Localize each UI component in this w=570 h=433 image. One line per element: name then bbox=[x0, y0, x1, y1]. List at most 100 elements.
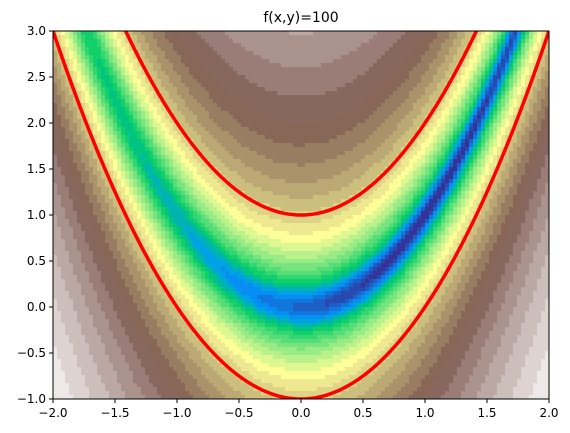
heatmap-cell bbox=[125, 123, 130, 128]
heatmap-cell bbox=[153, 107, 158, 112]
heatmap-cell bbox=[301, 95, 306, 100]
heatmap-cell bbox=[305, 107, 310, 112]
heatmap-cell bbox=[477, 63, 482, 68]
heatmap-cell bbox=[393, 167, 398, 172]
heatmap-cell bbox=[193, 139, 198, 144]
heatmap-cell bbox=[377, 183, 382, 188]
heatmap-cell bbox=[529, 95, 534, 100]
heatmap-cell bbox=[137, 35, 142, 40]
heatmap-cell bbox=[269, 55, 274, 60]
heatmap-cell bbox=[349, 187, 354, 192]
heatmap-cell bbox=[501, 87, 506, 92]
heatmap-cell bbox=[193, 95, 198, 100]
heatmap-cell bbox=[413, 187, 418, 192]
heatmap-cell bbox=[85, 143, 90, 148]
heatmap-cell bbox=[141, 131, 146, 136]
heatmap-cell bbox=[157, 75, 162, 80]
heatmap-cell bbox=[381, 167, 386, 172]
heatmap-cell bbox=[213, 163, 218, 168]
heatmap-cell bbox=[189, 83, 194, 88]
heatmap-cell bbox=[345, 55, 350, 60]
heatmap-cell bbox=[517, 43, 522, 48]
heatmap-cell bbox=[109, 31, 114, 36]
heatmap-cell bbox=[325, 31, 330, 36]
heatmap-cell bbox=[545, 43, 549, 48]
heatmap-cell bbox=[101, 59, 106, 64]
heatmap-cell bbox=[309, 75, 314, 80]
heatmap-cell bbox=[61, 91, 66, 96]
heatmap-cell bbox=[157, 35, 162, 40]
heatmap-cell bbox=[357, 107, 362, 112]
heatmap-cell bbox=[69, 123, 74, 128]
heatmap-cell bbox=[57, 75, 62, 80]
heatmap-cell bbox=[105, 167, 110, 172]
heatmap-cell bbox=[489, 47, 494, 52]
heatmap-cell bbox=[397, 115, 402, 120]
heatmap-cell bbox=[269, 43, 274, 48]
heatmap-cell bbox=[521, 107, 526, 112]
heatmap-cell bbox=[521, 127, 526, 132]
heatmap-cell bbox=[189, 43, 194, 48]
heatmap-cell bbox=[249, 103, 254, 108]
heatmap-cell bbox=[197, 71, 202, 76]
heatmap-cell bbox=[545, 79, 549, 84]
heatmap-cell bbox=[145, 79, 150, 84]
heatmap-cell bbox=[193, 171, 198, 176]
heatmap-cell bbox=[329, 43, 334, 48]
heatmap-cell bbox=[193, 183, 198, 188]
heatmap-cell bbox=[233, 103, 238, 108]
heatmap-cell bbox=[333, 183, 338, 188]
heatmap-cell bbox=[321, 187, 326, 192]
heatmap-cell bbox=[353, 151, 358, 156]
heatmap-cell bbox=[293, 91, 298, 96]
heatmap-cell bbox=[189, 107, 194, 112]
heatmap-cell bbox=[453, 83, 458, 88]
heatmap-cell bbox=[65, 39, 70, 44]
heatmap-cell bbox=[405, 135, 410, 140]
heatmap-cell bbox=[241, 179, 246, 184]
heatmap-cell bbox=[305, 119, 310, 124]
heatmap-cell bbox=[433, 59, 438, 64]
heatmap-cell bbox=[357, 91, 362, 96]
heatmap-cell bbox=[65, 91, 70, 96]
heatmap-cell bbox=[209, 147, 214, 152]
heatmap-cell bbox=[513, 131, 518, 136]
heatmap-cell bbox=[177, 59, 182, 64]
heatmap-cell bbox=[57, 135, 62, 140]
heatmap-cell bbox=[153, 171, 158, 176]
heatmap-cell bbox=[265, 31, 270, 36]
heatmap-cell bbox=[57, 35, 62, 40]
heatmap-cell bbox=[505, 43, 510, 48]
heatmap-cell bbox=[509, 167, 514, 172]
heatmap-cell bbox=[53, 155, 58, 160]
heatmap-cell bbox=[425, 31, 430, 36]
heatmap-cell bbox=[425, 67, 430, 72]
heatmap-cell bbox=[121, 47, 126, 52]
heatmap-cell bbox=[469, 159, 474, 164]
heatmap-cell bbox=[365, 175, 370, 180]
heatmap-cell bbox=[517, 163, 522, 168]
heatmap-cell bbox=[493, 139, 498, 144]
heatmap-cell bbox=[141, 47, 146, 52]
heatmap-cell bbox=[105, 87, 110, 92]
heatmap-cell bbox=[105, 123, 110, 128]
heatmap-cell bbox=[113, 87, 118, 92]
heatmap-cell bbox=[89, 151, 94, 156]
heatmap-cell bbox=[137, 79, 142, 84]
heatmap-cell bbox=[229, 179, 234, 184]
heatmap-cell bbox=[385, 83, 390, 88]
heatmap-cell bbox=[437, 147, 442, 152]
heatmap-cell bbox=[437, 35, 442, 40]
heatmap-cell bbox=[457, 111, 462, 116]
heatmap-cell bbox=[145, 91, 150, 96]
heatmap-cell bbox=[125, 167, 130, 172]
heatmap-cell bbox=[445, 111, 450, 116]
heatmap-cell bbox=[209, 51, 214, 56]
heatmap-cell bbox=[401, 107, 406, 112]
heatmap-cell bbox=[269, 83, 274, 88]
heatmap-cell bbox=[157, 123, 162, 128]
heatmap-cell bbox=[477, 183, 482, 188]
heatmap-cell bbox=[373, 39, 378, 44]
heatmap-cell bbox=[417, 123, 422, 128]
heatmap-cell bbox=[517, 127, 522, 132]
